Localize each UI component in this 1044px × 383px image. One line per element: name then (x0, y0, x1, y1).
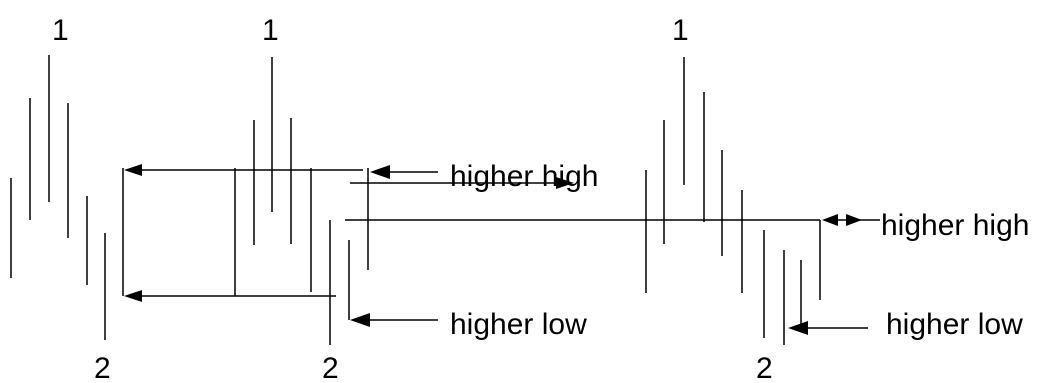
swing-label-2-right: 2 (756, 352, 773, 383)
swing-label-2-left: 2 (94, 352, 111, 383)
arrow-head (822, 214, 838, 226)
arrow-right-middle (350, 177, 574, 189)
swing-label-1-left: 1 (52, 14, 69, 47)
arrow-high-to-left (124, 164, 363, 176)
pointer-higher-low-middle (350, 313, 438, 327)
pointer-higher-low-right (788, 321, 868, 335)
higher-low-label-right: higher low (886, 308, 1023, 341)
higher-low-label-middle: higher low (450, 308, 587, 341)
arrow-head (788, 321, 808, 335)
swing-label-2-middle: 2 (322, 352, 339, 383)
arrow-head (556, 177, 574, 189)
higher-high-label-right: higher high (881, 209, 1029, 242)
swing-label-1-middle: 1 (262, 14, 279, 47)
arrow-low-to-left (124, 290, 336, 302)
price-bars-middle (234, 57, 369, 345)
arrow-head (124, 290, 142, 302)
pointer-higher-high-right (822, 214, 880, 226)
arrow-head (846, 214, 862, 226)
arrow-head (370, 165, 390, 179)
pointer-higher-high-middle (370, 165, 438, 179)
arrow-head (350, 313, 370, 327)
price-bars-right (645, 57, 821, 345)
swing-label-1-right: 1 (672, 14, 689, 47)
higher-high-label-middle: higher high (450, 160, 598, 193)
price-bars-left (10, 55, 124, 340)
arrow-head (124, 164, 142, 176)
